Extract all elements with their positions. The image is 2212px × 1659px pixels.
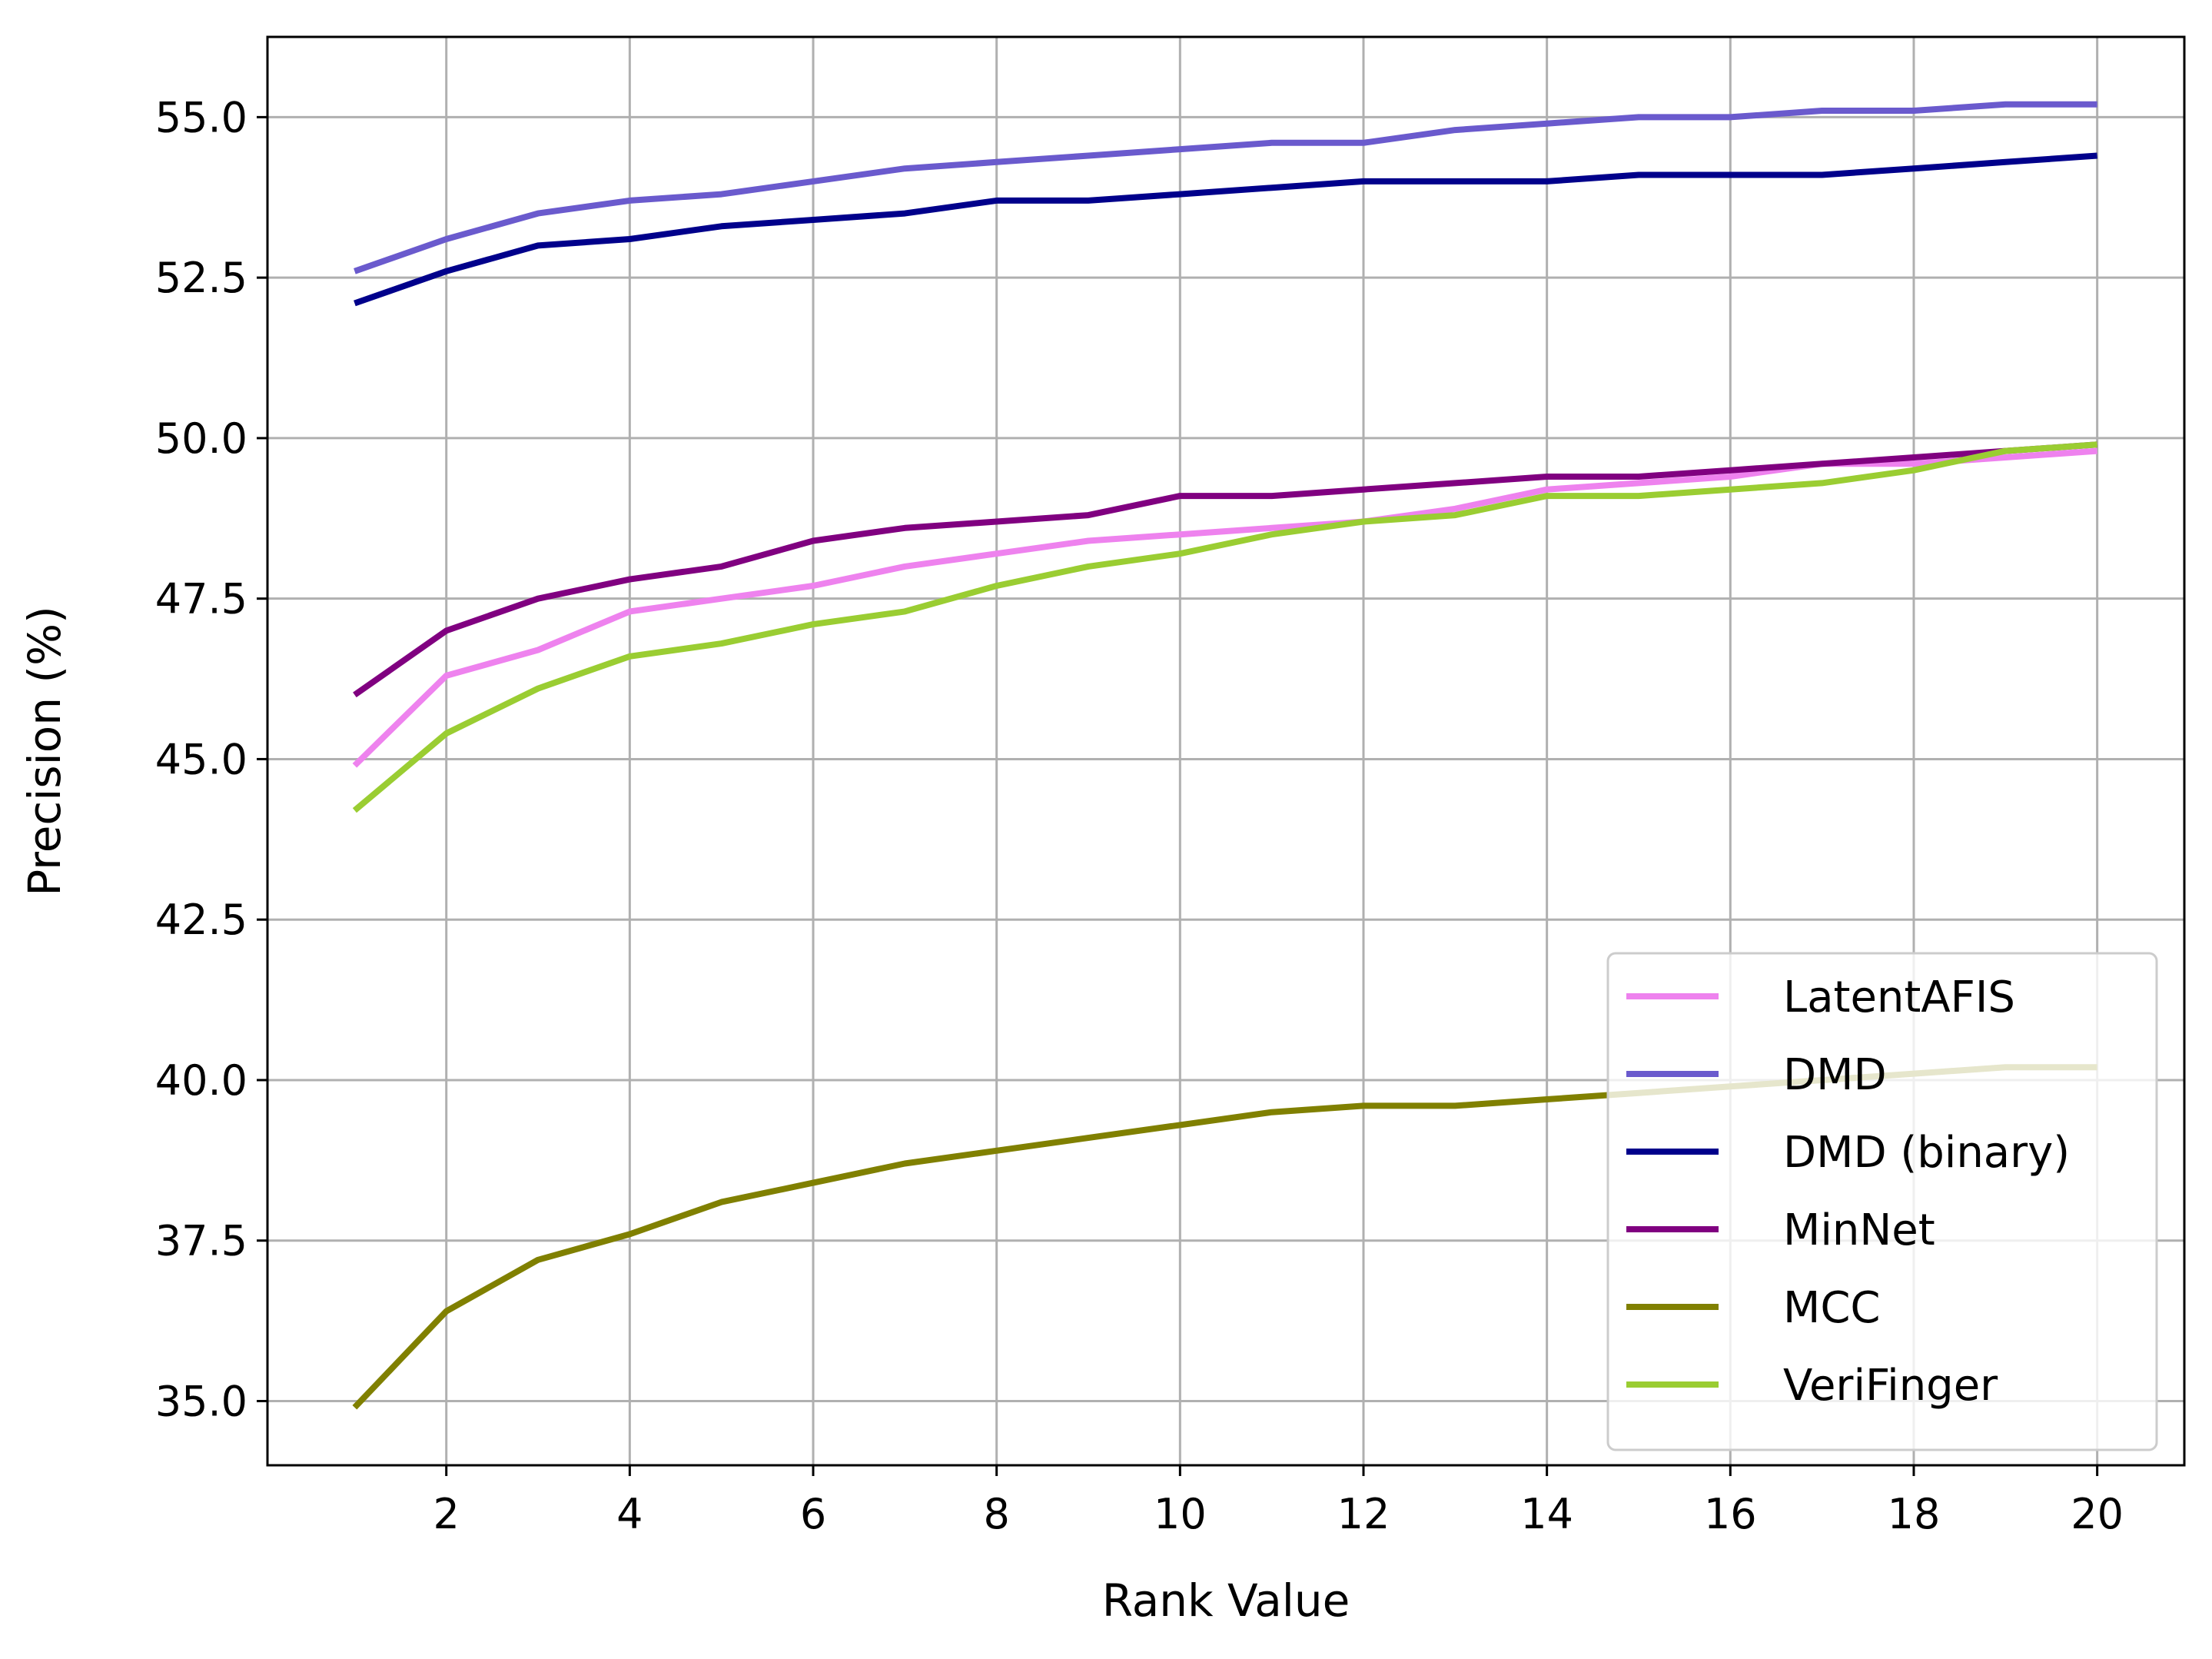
legend-label: MCC: [1783, 1283, 1881, 1333]
x-tick-label: 4: [616, 1490, 643, 1538]
x-tick-label: 12: [1337, 1490, 1390, 1538]
x-tick-label: 20: [2071, 1490, 2124, 1538]
y-tick-label: 35.0: [155, 1377, 247, 1425]
legend-box: [1606, 952, 2158, 1451]
legend-label: VeriFinger: [1783, 1361, 1998, 1411]
y-tick-label: 47.5: [155, 575, 247, 623]
x-tick-label: 16: [1704, 1490, 1757, 1538]
x-tick-label: 14: [1520, 1490, 1573, 1538]
series-line-dmd: [354, 101, 2097, 274]
x-tick-label: 6: [800, 1490, 826, 1538]
legend: LatentAFIS DMD DMD (binary) MinNet MCC VeriFi…: [1606, 952, 2158, 1451]
x-tick-label: 18: [1888, 1490, 1941, 1538]
plot-frame: [266, 35, 2186, 1467]
series-line-verifinger: [352, 441, 2097, 813]
series-line-dmd-binary: [354, 152, 2097, 307]
y-tick-label: 40.0: [155, 1056, 247, 1105]
legend-label: DMD: [1783, 1050, 1887, 1100]
y-tick-label: 45.0: [155, 735, 247, 783]
x-tick-label: 10: [1154, 1490, 1207, 1538]
y-axis-label: Precision (%): [18, 606, 71, 896]
axis-ticks: 2 4 6 8 10 12 14 16 18 20 35.0 37.5 40.0 42.5 45.0 47.5…: [155, 93, 2124, 1538]
legend-label: LatentAFIS: [1783, 972, 2015, 1022]
series-line-minnet: [353, 441, 2097, 698]
y-tick-label: 52.5: [155, 254, 247, 302]
x-axis-label: Rank Value: [1102, 1574, 1350, 1627]
y-tick-label: 37.5: [155, 1217, 247, 1265]
x-tick-label: 8: [983, 1490, 1009, 1538]
y-tick-label: 50.0: [155, 414, 247, 463]
legend-label: DMD (binary): [1783, 1128, 2070, 1178]
y-tick-label: 42.5: [155, 896, 247, 944]
x-tick-label: 2: [433, 1490, 460, 1538]
legend-label: MinNet: [1783, 1205, 1935, 1255]
y-tick-label: 55.0: [155, 93, 247, 141]
